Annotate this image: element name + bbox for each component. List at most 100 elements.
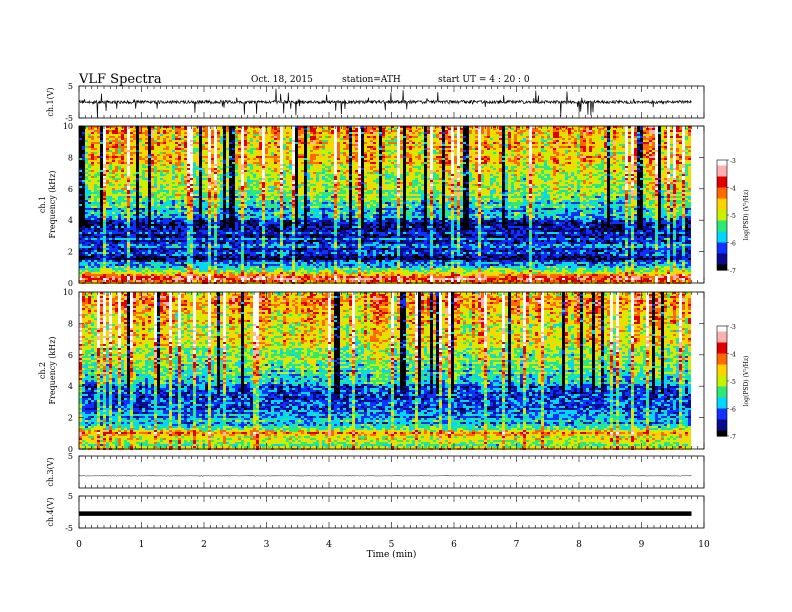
ch1-spectrogram-cell <box>223 132 226 134</box>
ch1-spectrogram-cell <box>304 148 307 150</box>
ch1-spectrogram-cell <box>145 146 148 148</box>
ch1-spectrogram-cell <box>598 132 601 134</box>
ch1-spectrogram-cell <box>418 136 424 138</box>
ch1-spectrogram-cell <box>199 142 202 144</box>
ch1-spectrogram-cell <box>394 134 397 136</box>
ch1-spectrogram-cell <box>337 146 340 148</box>
ch1-spectrogram-cell <box>241 132 244 134</box>
ch1-spectrogram-cell <box>580 136 583 138</box>
ch1-spectrogram-cell <box>166 140 169 142</box>
ch1-spectrogram-cell <box>319 148 322 150</box>
ch1-spectrogram-cell <box>352 136 355 138</box>
ch1-spectrogram-cell <box>202 130 208 132</box>
ch1-spectrogram-cell <box>289 132 292 134</box>
ch1-spectrogram-cell <box>553 148 556 150</box>
ch1-spectrogram-cell <box>454 140 457 142</box>
ch1-spectrogram-cell <box>652 144 655 146</box>
ch1-spectrogram-cell <box>319 138 325 140</box>
ch1-spectrogram-cell <box>121 148 124 150</box>
ch1-spectrogram-cell <box>382 140 385 142</box>
ch1-spectrogram-cell <box>226 130 229 132</box>
ch1-spectrogram-cell <box>214 136 217 138</box>
ch1-spectrogram-cell <box>601 138 604 140</box>
ch1-spectrogram-cell <box>535 132 538 134</box>
ch1-spectrogram-cell <box>538 138 541 140</box>
ch1-spectrogram-cell <box>544 146 550 148</box>
ch1-spectrogram-cell <box>487 138 490 140</box>
ch1-spectrogram-cell <box>325 144 334 146</box>
ch1-spectrogram-cell <box>343 140 346 142</box>
ch1-spectrogram-cell <box>217 136 220 138</box>
ch1-spectrogram-cell <box>400 142 403 144</box>
ch1-spectrogram-cell <box>364 130 367 132</box>
ch1-spectrogram-cell <box>190 140 193 142</box>
ch1-spectrogram-cell <box>439 140 442 142</box>
ch1-spectrogram-cell <box>403 132 406 134</box>
ch1-spectrogram-cell <box>427 140 430 142</box>
ch1-spectrogram-cell <box>322 136 325 138</box>
ch1-spectrogram-cell <box>307 148 313 150</box>
ch1-spectrogram-cell <box>100 130 103 132</box>
ch1-spectrogram-cell <box>328 148 331 150</box>
ch1-spectrogram-cell <box>520 140 526 142</box>
ch1-spectrogram-cell <box>382 148 385 150</box>
ch1-spectrogram-cell <box>199 144 202 146</box>
ch1-spectrogram-cell <box>139 138 142 140</box>
ch1-spectrogram-cell <box>625 138 628 140</box>
ch1-spectrogram-cell <box>409 136 412 138</box>
ch1-spectrogram-cell <box>589 148 592 150</box>
ch1-spectrogram-cell <box>472 136 475 138</box>
ch1-spectrogram-cell <box>451 140 454 142</box>
ch1-spectrogram-cell <box>274 144 277 146</box>
ch1-spectrogram-cell <box>400 132 403 134</box>
ch1-spectrogram-cell <box>454 146 457 148</box>
ch1-spectrogram-cell <box>208 134 211 136</box>
ch1-spectrogram-cell <box>295 130 298 132</box>
ch1-spectrogram-cell <box>310 142 316 144</box>
ch1-spectrogram-cell <box>331 136 334 138</box>
ch1-spectrogram-cell <box>613 130 616 132</box>
ch1-spectrogram-cell <box>598 130 601 132</box>
ch1-spectrogram-cell <box>370 132 373 134</box>
ch1-spectrogram-cell <box>241 140 244 142</box>
ch1-spectrogram-cell <box>349 148 352 150</box>
ch1-spectrogram-cell <box>241 144 244 146</box>
ch1-spectrogram-cell <box>337 130 340 132</box>
ch1-spectrogram-cell <box>361 134 364 136</box>
ch1-spectrogram-cell <box>625 132 628 134</box>
ch1-spectrogram-cell <box>409 140 412 142</box>
ch1-spectrogram-cell <box>466 142 469 144</box>
ch1-spectrogram-cell <box>328 134 334 136</box>
ch1-spectrogram-cell <box>100 144 103 146</box>
ch1-spectrogram-cell <box>169 138 172 140</box>
ch1-spectrogram-cell <box>460 140 463 142</box>
ch1-spectrogram-cell <box>406 136 409 138</box>
ch1-spectrogram-cell <box>253 132 259 134</box>
ch1-spectrogram-cell <box>442 130 445 132</box>
ch1-spectrogram-cell <box>211 138 214 140</box>
ch1-spectrogram-cell <box>403 140 406 142</box>
ch1-spectrogram-cell <box>343 138 349 140</box>
ch1-spectrogram-cell <box>556 140 559 142</box>
ch1-spectrogram-cell <box>649 130 655 132</box>
ch1-spectrogram-cell <box>187 146 193 148</box>
ch1-spectrogram-cell <box>628 138 631 140</box>
ch1-spectrogram-cell <box>79 138 82 140</box>
ch1-spectrogram-cell <box>355 128 358 130</box>
ch1-spectrogram-cell <box>385 146 388 148</box>
ch1-spectrogram-cell <box>247 148 250 150</box>
ch1-spectrogram-cell <box>106 148 109 150</box>
ch1-spectrogram-cell <box>544 134 547 136</box>
ch1-spectrogram-cell <box>175 138 181 140</box>
ch1-spectrogram-cell <box>652 134 655 136</box>
ch1-spectrogram-cell <box>616 138 619 140</box>
ch1-spectrogram-cell <box>457 140 460 142</box>
ch1-spectrogram-cell <box>607 148 610 150</box>
ch1-spectrogram-cell <box>493 148 496 150</box>
ch1-spectrogram-cell <box>112 132 118 134</box>
ch1-spectrogram-cell <box>283 134 286 136</box>
ch1-spectrogram-cell <box>322 148 325 150</box>
ch1-spectrogram-cell <box>523 132 526 134</box>
ch1-spectrogram-cell <box>217 148 220 150</box>
ch1-spectrogram-cell <box>304 132 307 134</box>
